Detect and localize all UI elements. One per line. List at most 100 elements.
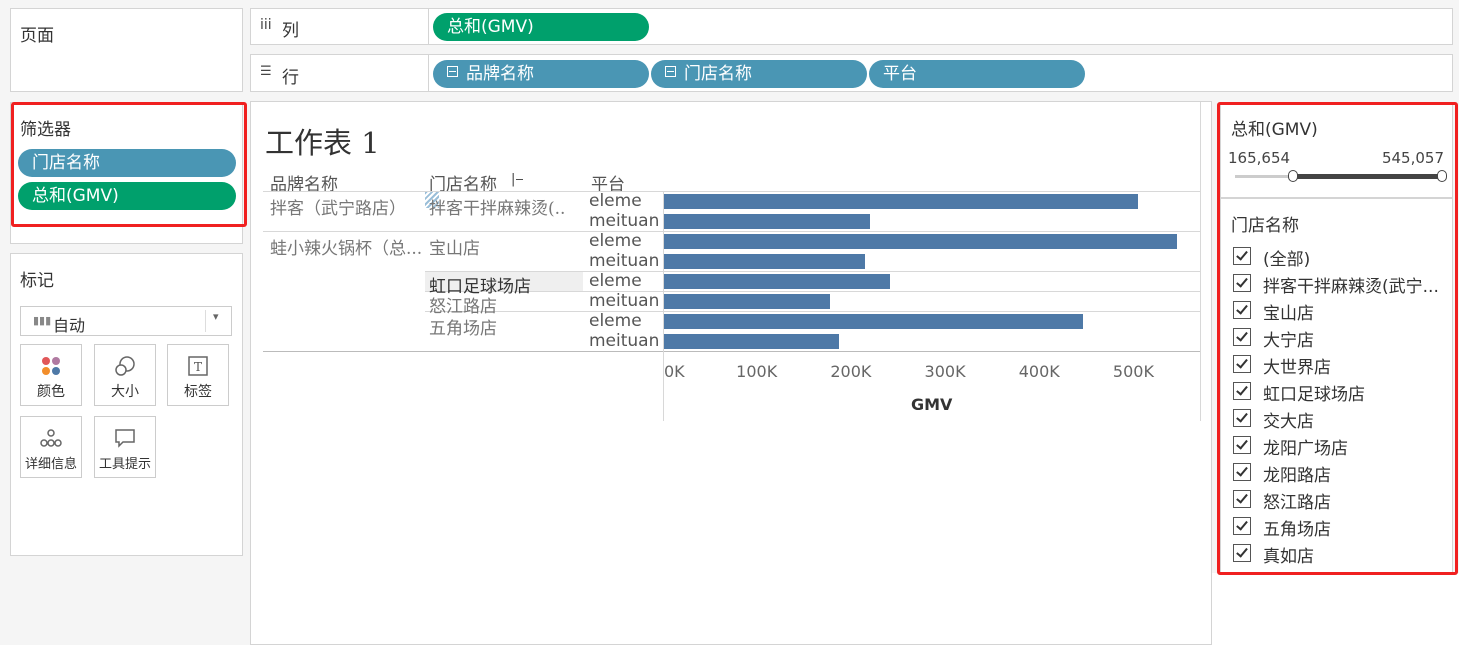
store-checkbox[interactable] bbox=[1233, 409, 1251, 427]
size-icon bbox=[115, 356, 135, 376]
x-tick-label: 0K bbox=[664, 362, 685, 381]
filters-highlight bbox=[11, 102, 247, 227]
store-checkbox[interactable] bbox=[1233, 247, 1251, 265]
selected-row-highlight bbox=[425, 272, 583, 291]
brand-cell[interactable]: 拌客（武宁路店） bbox=[270, 199, 406, 219]
platform-cell[interactable]: meituan bbox=[589, 331, 660, 351]
marks-title: 标记 bbox=[20, 271, 54, 291]
columns-shelf[interactable]: iii 列 总和(GMV) bbox=[250, 8, 1453, 45]
store-checkbox[interactable] bbox=[1233, 355, 1251, 373]
rows-label: 行 bbox=[282, 68, 299, 88]
header-store[interactable]: 门店名称 bbox=[429, 175, 497, 195]
gmv-slider-handle-min[interactable] bbox=[1288, 170, 1298, 182]
gmv-filter-card: 总和(GMV) 165,654 545,057 bbox=[1220, 102, 1453, 198]
store-checkbox[interactable] bbox=[1233, 490, 1251, 508]
filter-pill-store[interactable]: 门店名称 bbox=[18, 149, 236, 177]
columns-icon: iii bbox=[260, 17, 272, 33]
platform-cell[interactable]: meituan bbox=[589, 251, 660, 271]
bar[interactable] bbox=[664, 334, 840, 349]
worksheet-area: 工作表 1 品牌名称 门店名称 |‒ 平台 拌客（武宁路店） 蛙小辣火锅杯（总.… bbox=[250, 101, 1212, 645]
mark-type-dropdown[interactable]: ▮▮▮ 自动 ▾ bbox=[20, 306, 232, 336]
rows-pill-store[interactable]: 门店名称 bbox=[651, 60, 867, 88]
chevron-down-icon: ▾ bbox=[213, 310, 219, 323]
store-checkbox[interactable] bbox=[1233, 463, 1251, 481]
filter-pill-gmv[interactable]: 总和(GMV) bbox=[18, 182, 236, 210]
detail-label: 详细信息 bbox=[24, 457, 77, 472]
marks-detail-button[interactable]: 详细信息 bbox=[20, 416, 82, 478]
right-panel-highlight bbox=[1217, 102, 1458, 575]
store-filter-title: 门店名称 bbox=[1231, 216, 1299, 236]
store-cell[interactable]: 宝山店 bbox=[429, 239, 480, 259]
columns-label: 列 bbox=[282, 21, 299, 41]
platform-cell[interactable]: meituan bbox=[589, 291, 660, 311]
pages-panel: 页面 bbox=[10, 8, 243, 92]
store-cell-selected[interactable]: 虹口足球场店 bbox=[429, 277, 531, 297]
label-label: 标签 bbox=[184, 384, 212, 400]
bar[interactable] bbox=[664, 274, 891, 289]
selection-marker bbox=[425, 192, 439, 208]
store-checkbox[interactable] bbox=[1233, 517, 1251, 535]
platform-cell[interactable]: eleme bbox=[589, 231, 642, 251]
x-tick-label: 300K bbox=[924, 362, 966, 381]
mark-type-value: 自动 bbox=[53, 316, 86, 335]
marks-label-button[interactable]: T 标签 bbox=[167, 344, 229, 406]
brand-cell[interactable]: 蛙小辣火锅杯（总... bbox=[270, 239, 423, 259]
marks-color-button[interactable]: 颜色 bbox=[20, 344, 82, 406]
filters-title: 筛选器 bbox=[20, 120, 71, 140]
platform-cell[interactable]: eleme bbox=[589, 191, 642, 211]
store-checkbox[interactable] bbox=[1233, 382, 1251, 400]
bar-chart-icon: ▮▮▮ bbox=[33, 314, 52, 327]
rows-pill-platform[interactable]: 平台 bbox=[869, 60, 1085, 88]
filters-panel: 筛选器 门店名称 总和(GMV) bbox=[10, 102, 243, 244]
bar[interactable] bbox=[664, 234, 1178, 249]
header-brand[interactable]: 品牌名称 bbox=[270, 175, 338, 195]
size-label: 大小 bbox=[111, 384, 139, 400]
gmv-filter-max: 545,057 bbox=[1381, 149, 1444, 167]
gmv-slider-handle-max[interactable] bbox=[1437, 170, 1447, 182]
bar[interactable] bbox=[664, 194, 1138, 209]
bar[interactable] bbox=[664, 214, 871, 229]
tooltip-label: 工具提示 bbox=[98, 457, 151, 472]
marks-size-button[interactable]: 大小 bbox=[94, 344, 156, 406]
text-label-icon: T bbox=[188, 356, 208, 376]
collapse-icon bbox=[665, 66, 676, 77]
detail-icon bbox=[40, 429, 62, 447]
columns-pill-gmv[interactable]: 总和(GMV) bbox=[433, 13, 649, 41]
x-tick-label: 400K bbox=[1018, 362, 1060, 381]
bar[interactable] bbox=[664, 294, 830, 309]
platform-cell[interactable]: eleme bbox=[589, 271, 642, 291]
tooltip-icon bbox=[115, 429, 135, 448]
gmv-filter-title: 总和(GMV) bbox=[1231, 120, 1318, 140]
store-cell[interactable]: 拌客干拌麻辣烫(.. bbox=[429, 199, 566, 219]
x-tick-label: 200K bbox=[830, 362, 872, 381]
x-tick-label: 500K bbox=[1112, 362, 1154, 381]
store-cell[interactable]: 怒江路店 bbox=[429, 297, 497, 317]
platform-cell[interactable]: meituan bbox=[589, 211, 660, 231]
color-label: 颜色 bbox=[37, 384, 65, 400]
gmv-filter-min: 165,654 bbox=[1228, 149, 1291, 167]
bar[interactable] bbox=[664, 254, 865, 269]
sort-icon[interactable]: |‒ bbox=[511, 172, 524, 187]
rows-icon: ☰ bbox=[260, 64, 272, 79]
gmv-slider-range bbox=[1293, 174, 1443, 179]
header-platform[interactable]: 平台 bbox=[591, 175, 625, 195]
platform-cell[interactable]: eleme bbox=[589, 311, 642, 331]
store-checkbox[interactable] bbox=[1233, 301, 1251, 319]
store-checkbox[interactable] bbox=[1233, 274, 1251, 292]
x-axis-title: GMV bbox=[911, 395, 953, 414]
store-cell[interactable]: 五角场店 bbox=[429, 319, 497, 339]
store-checkbox[interactable] bbox=[1233, 328, 1251, 346]
rows-pill-brand[interactable]: 品牌名称 bbox=[433, 60, 649, 88]
color-icon bbox=[42, 357, 60, 375]
marks-tooltip-button[interactable]: 工具提示 bbox=[94, 416, 156, 478]
svg-text:T: T bbox=[194, 360, 202, 374]
store-checkbox[interactable] bbox=[1233, 436, 1251, 454]
sheet-title: 工作表 1 bbox=[265, 126, 380, 160]
marks-panel: 标记 ▮▮▮ 自动 ▾ 颜色 大小 T 标签 详细信息 工具提示 bbox=[10, 253, 243, 556]
store-checkbox[interactable] bbox=[1233, 544, 1251, 562]
pages-title: 页面 bbox=[20, 26, 54, 46]
x-tick-label: 100K bbox=[736, 362, 778, 381]
bar[interactable] bbox=[664, 314, 1084, 329]
collapse-icon bbox=[447, 66, 458, 77]
rows-shelf[interactable]: ☰ 行 品牌名称 门店名称 平台 bbox=[250, 54, 1453, 92]
